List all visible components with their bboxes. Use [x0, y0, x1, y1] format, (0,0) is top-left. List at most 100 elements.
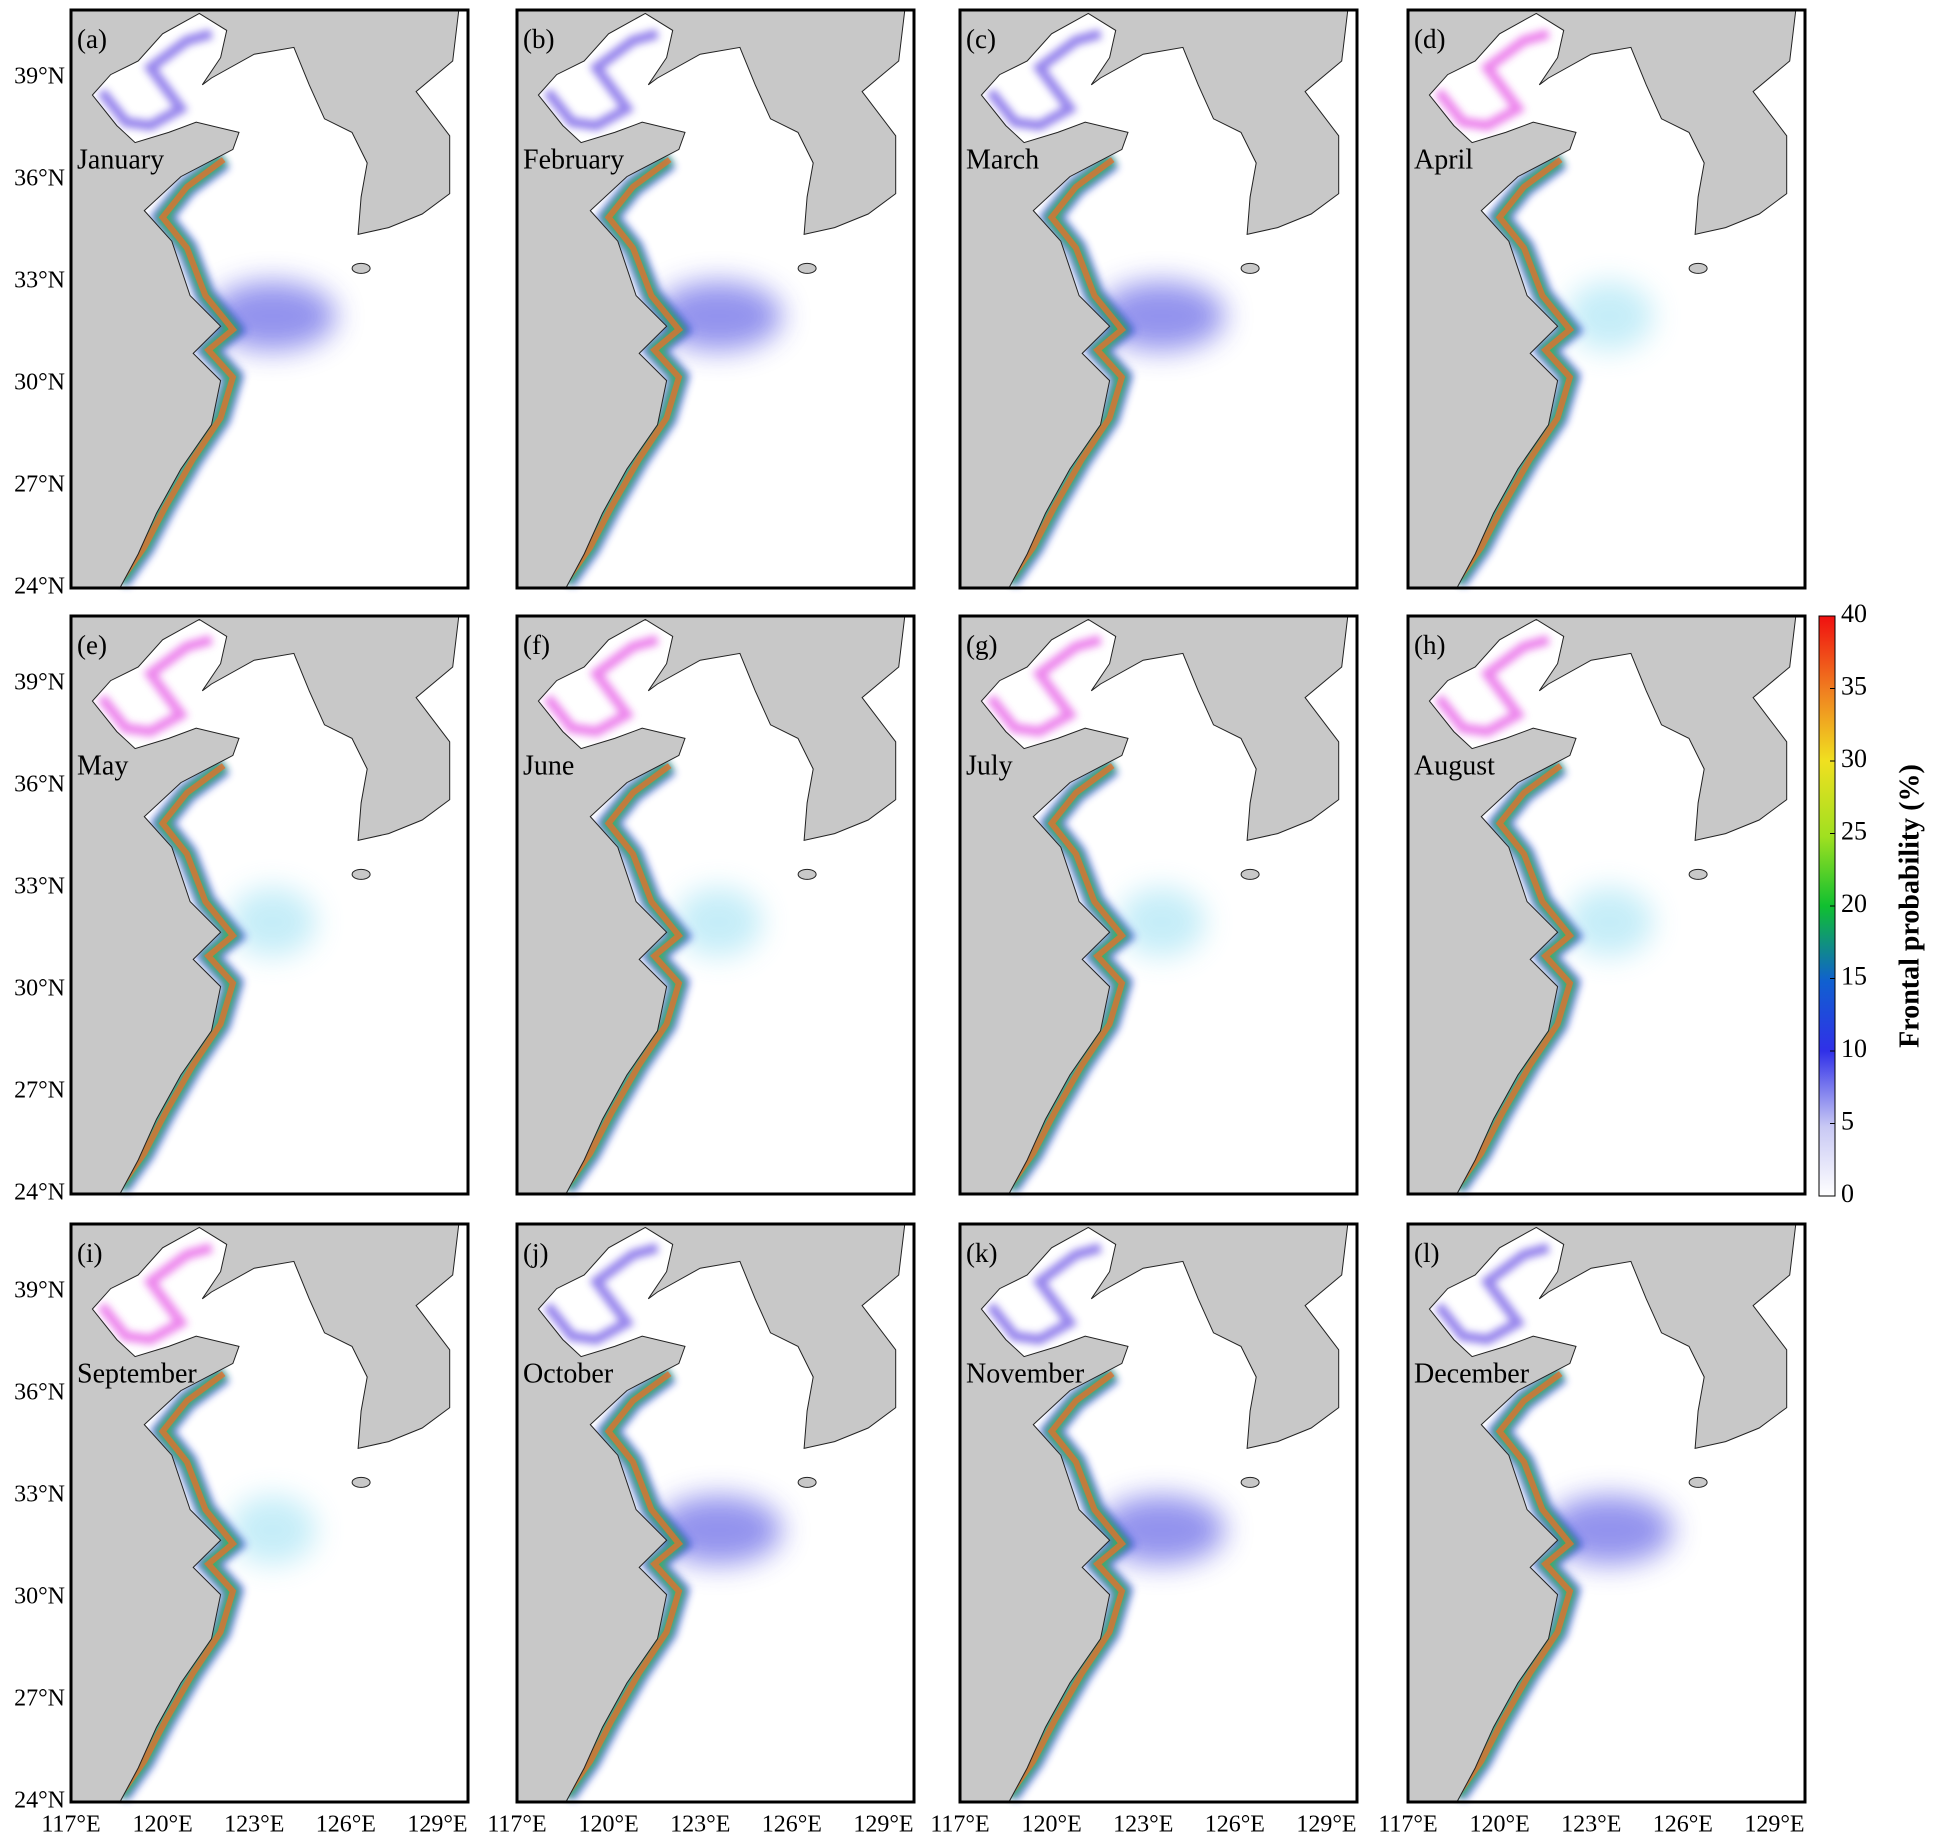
panel-letter: (k) [966, 1238, 997, 1268]
front-band [1454, 1371, 1575, 1797]
panel-border [958, 614, 1359, 1196]
panel-letter: (f) [523, 630, 550, 660]
island [1240, 868, 1260, 880]
x-tick-label: 117°E [1378, 1812, 1437, 1838]
panel-border [1406, 8, 1807, 590]
land [516, 9, 906, 589]
panel-border [958, 1222, 1359, 1804]
panel-letter: (j) [523, 1238, 548, 1268]
land [516, 1223, 906, 1803]
land [70, 615, 460, 1195]
front-band [117, 763, 238, 1189]
x-tick-label: 120°E [1469, 1812, 1529, 1838]
month-label: December [1414, 1358, 1530, 1389]
land [1407, 9, 1797, 589]
map-panel: (l) December [1406, 1222, 1807, 1804]
front-band [97, 634, 213, 737]
x-tick-label: 117°E [930, 1812, 989, 1838]
y-tick-label: 30°N [14, 370, 65, 396]
island [1688, 868, 1708, 880]
x-tick-label: 120°E [132, 1812, 192, 1838]
month-label: October [523, 1358, 614, 1389]
front-zone [1565, 281, 1654, 351]
front-band [97, 28, 213, 131]
map-panel: (i) September [69, 1222, 470, 1804]
y-tick-label: 24°N [14, 1788, 65, 1814]
panel-letter: (i) [77, 1238, 102, 1268]
land [1407, 615, 1797, 1195]
panel-letter: (c) [966, 24, 996, 54]
colorbar-tick-label: 25 [1841, 816, 1867, 845]
panel-border [69, 1222, 470, 1804]
front-zone [674, 887, 763, 957]
map-panel: (f) June [515, 614, 916, 1196]
map-panel: (j) October [515, 1222, 916, 1804]
front-band [1006, 763, 1127, 1189]
land [70, 9, 460, 589]
x-tick-label: 126°E [1653, 1812, 1713, 1838]
land [70, 1223, 460, 1803]
panel-letter: (e) [77, 630, 107, 660]
front-band [97, 1242, 213, 1345]
front-band [1006, 157, 1127, 583]
map-panel: (h) August [1406, 614, 1807, 1196]
island [1688, 1476, 1708, 1488]
map-panel: (a) January [69, 8, 470, 590]
colorbar-tick-label: 0 [1841, 1179, 1854, 1208]
month-label: July [966, 750, 1013, 781]
x-tick-label: 123°E [1113, 1812, 1173, 1838]
front-zone [1117, 887, 1206, 957]
colorbar-tick-label: 40 [1841, 599, 1867, 628]
month-label: January [77, 144, 164, 175]
y-tick-label: 27°N [14, 472, 65, 498]
front-band [1434, 634, 1550, 737]
panel-border [1406, 1222, 1807, 1804]
month-label: November [966, 1358, 1085, 1389]
land [959, 9, 1349, 589]
map-panel: (g) July [958, 614, 1359, 1196]
island [351, 868, 371, 880]
island [351, 1476, 371, 1488]
y-tick-label: 39°N [14, 670, 65, 696]
front-band [563, 763, 684, 1189]
island [797, 868, 817, 880]
front-band [1006, 1371, 1127, 1797]
panel-letter: (a) [77, 24, 107, 54]
island [797, 262, 817, 274]
x-tick-label: 123°E [224, 1812, 284, 1838]
panel-letter: (b) [523, 24, 554, 54]
y-tick-label: 24°N [14, 1180, 65, 1206]
map-panel: (e) May [69, 614, 470, 1196]
front-zone [228, 1495, 317, 1565]
month-label: March [966, 144, 1039, 175]
y-tick-label: 30°N [14, 1584, 65, 1610]
panel-border [69, 8, 470, 590]
month-label: September [77, 1358, 197, 1389]
month-label: May [77, 750, 128, 781]
island [351, 262, 371, 274]
y-tick-label: 27°N [14, 1078, 65, 1104]
x-tick-label: 126°E [316, 1812, 376, 1838]
front-band [563, 1371, 684, 1797]
front-band [543, 1242, 659, 1345]
front-band [1434, 1242, 1550, 1345]
panel-letter: (g) [966, 630, 997, 660]
land [516, 615, 906, 1195]
colorbar-title: Frontal probability (%) [1894, 764, 1925, 1048]
front-zone [1565, 887, 1654, 957]
x-tick-label: 129°E [1744, 1812, 1804, 1838]
land [959, 615, 1349, 1195]
front-band [117, 1371, 238, 1797]
panel-letter: (h) [1414, 630, 1445, 660]
y-tick-label: 33°N [14, 268, 65, 294]
x-tick-label: 126°E [762, 1812, 822, 1838]
island [1688, 262, 1708, 274]
y-tick-label: 24°N [14, 574, 65, 600]
panel-border [1406, 614, 1807, 1196]
y-tick-label: 39°N [14, 64, 65, 90]
x-tick-label: 129°E [1296, 1812, 1356, 1838]
front-band [986, 634, 1102, 737]
colorbar-tick-label: 20 [1841, 889, 1867, 918]
panel-border [515, 8, 916, 590]
